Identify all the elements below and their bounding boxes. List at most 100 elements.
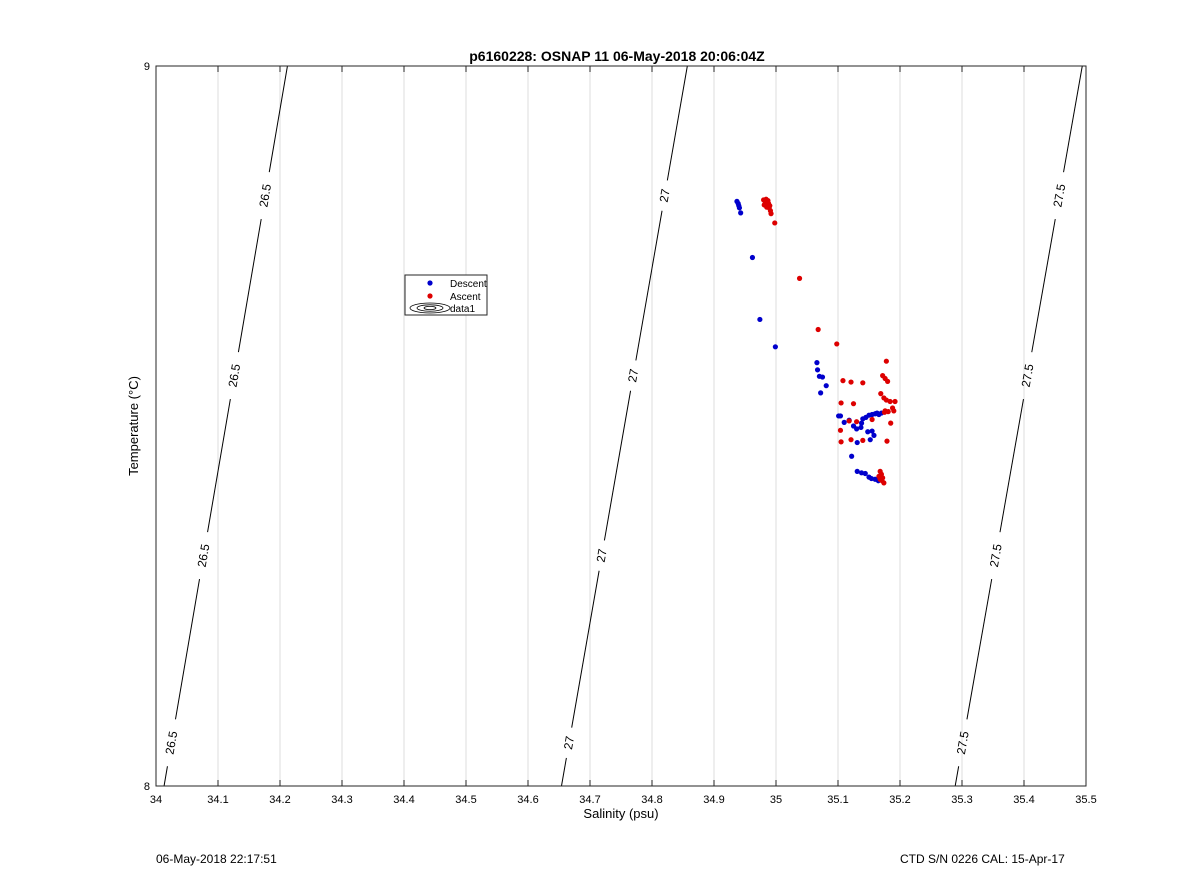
axes: 34 34.1 34.2 34.3 34.4 34.5 34.6 34.7 34.8 34.9 35… [144, 61, 1097, 806]
legend-marker-ascent [427, 293, 433, 299]
point-ascent [885, 378, 891, 384]
point-descent [814, 367, 821, 373]
point-descent [819, 374, 826, 380]
point-ascent [834, 341, 840, 347]
chart-title: p6160228: OSNAP 11 06-May-2018 20:06:04Z [469, 48, 765, 64]
plot-frame [155, 65, 1087, 787]
point-descent [858, 420, 865, 426]
isopycnal-segment [560, 757, 567, 787]
point-descent [858, 424, 864, 431]
x-tick-label: 35.2 [889, 794, 910, 806]
point-descent [867, 437, 873, 443]
footer-timestamp: 06-May-2018 22:17:51 [156, 852, 277, 866]
y-tick-label: 9 [144, 61, 150, 73]
isopycnal-26-5: 26.5 26.5 26.5 26.5 [163, 65, 288, 787]
legend-label-data1: data1 [450, 304, 475, 315]
isopycnal-label: 26.5 [256, 183, 274, 209]
point-ascent [878, 391, 884, 397]
legend-contour-icon [409, 302, 451, 314]
point-descent [841, 419, 847, 425]
point-ascent [884, 438, 890, 444]
isopycnal-segment [571, 570, 600, 728]
legend-label-descent: Descent [450, 279, 487, 290]
isopycnal-label: 26.5 [195, 543, 213, 569]
gridlines [217, 66, 1025, 786]
point-ascent [796, 275, 803, 281]
point-ascent [837, 427, 844, 433]
isopycnal-label: 27 [594, 548, 610, 564]
point-ascent [887, 398, 893, 405]
point-descent [736, 205, 743, 211]
x-tick-label: 34.6 [517, 794, 538, 806]
point-ascent [881, 409, 888, 415]
point-ascent [881, 480, 887, 486]
x-tick-label: 34 [150, 794, 162, 806]
x-tick-label: 34.1 [207, 794, 228, 806]
point-descent [862, 470, 868, 477]
isopycnal-label: 27.5 [1019, 363, 1037, 389]
point-ascent [860, 437, 866, 443]
x-tick-label: 35.4 [1013, 794, 1034, 806]
point-ascent [838, 400, 844, 406]
point-ascent [854, 419, 860, 425]
point-descent [871, 432, 877, 438]
point-ascent [892, 398, 898, 405]
x-tick-label: 35.5 [1075, 794, 1096, 806]
isopycnal-label: 26.5 [226, 363, 244, 389]
isopycnal-segment [966, 578, 993, 720]
point-descent [757, 316, 763, 323]
x-tick-label: 35.3 [951, 794, 972, 806]
isopycnal-segment [174, 578, 201, 720]
point-descent [849, 453, 855, 459]
point-descent [749, 254, 756, 261]
point-ascent [883, 358, 889, 364]
point-ascent [891, 408, 897, 414]
isopycnal-segment [237, 218, 262, 353]
point-ascent [848, 437, 854, 443]
point-descent [865, 429, 871, 435]
isopycnal-label: 27.5 [987, 543, 1005, 569]
isopycnal-label: 27 [657, 188, 673, 204]
isopycnal-27-5: 27.5 27.5 27.5 27.5 [954, 65, 1083, 787]
point-descent [869, 428, 875, 434]
isopycnal-label: 26.5 [163, 730, 181, 756]
point-ascent [840, 378, 846, 384]
legend-marker-descent [427, 280, 433, 286]
point-ascent [860, 380, 866, 386]
y-tick-label: 8 [144, 781, 150, 793]
isopycnal-segment [268, 65, 288, 173]
x-tick-label: 34.7 [579, 794, 600, 806]
x-tick-label: 35.1 [827, 794, 848, 806]
isopycnal-label: 27 [625, 368, 641, 384]
x-axis-label: Salinity (psu) [583, 806, 658, 821]
legend: Descent Ascent data1 [404, 274, 488, 316]
point-ascent [768, 211, 774, 217]
isopycnal-segment [603, 390, 632, 541]
x-tick-label: 34.4 [393, 794, 414, 806]
isopycnal-segment [163, 766, 168, 787]
point-ascent [888, 420, 894, 426]
point-ascent [869, 416, 875, 423]
point-ascent [848, 379, 854, 385]
isopycnal-27: 27 27 27 27 [560, 65, 688, 787]
point-descent [738, 210, 744, 216]
point-descent [854, 439, 860, 446]
point-descent [854, 426, 860, 432]
legend-box [404, 274, 488, 316]
isopycnal-segment [666, 65, 688, 181]
point-ascent [850, 401, 857, 407]
point-descent [854, 468, 860, 474]
data-points [734, 196, 898, 486]
x-tick-label: 34.5 [455, 794, 476, 806]
isopycnal-label: 27 [561, 735, 577, 751]
x-tick-label: 35 [770, 794, 782, 806]
isopycnal-segment [207, 398, 231, 533]
isopycnal-segment [635, 210, 663, 361]
point-descent [814, 360, 820, 366]
point-descent [772, 344, 778, 350]
point-ascent [772, 220, 778, 226]
isopycnal-segment [1063, 65, 1083, 173]
point-descent [823, 383, 829, 389]
isopycnal-segment [954, 766, 960, 787]
